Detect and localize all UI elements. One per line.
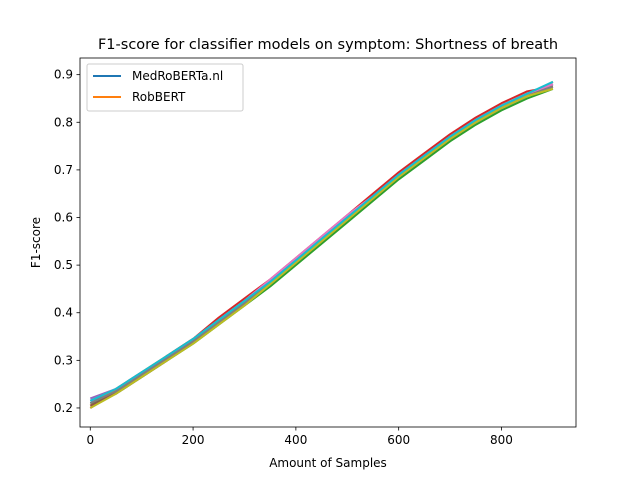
- series-line-9: [89, 80, 554, 402]
- y-tick-label: 0.6: [54, 211, 73, 225]
- y-tick-label: 0.2: [54, 401, 73, 415]
- y-tick-label: 0.5: [54, 258, 73, 272]
- legend-label-medrobertanl: MedRoBERTa.nl: [132, 69, 223, 83]
- x-tick-label: 800: [490, 433, 513, 447]
- x-tick-label: 600: [387, 433, 410, 447]
- y-tick-label: 0.9: [54, 68, 73, 82]
- series-line-8: [89, 87, 554, 409]
- legend-box: [86, 63, 244, 112]
- x-tick-label: 400: [284, 433, 307, 447]
- plot-frame: [79, 57, 577, 428]
- y-axis-title: F1-score: [29, 217, 43, 268]
- legend: MedRoBERTa.nl RobBERT: [86, 63, 244, 112]
- legend-label-robbert: RobBERT: [132, 90, 186, 104]
- chart-title: F1-score for classifier models on sympto…: [98, 37, 558, 53]
- x-tick-label: 0: [86, 433, 94, 447]
- x-tick-label: 200: [182, 433, 205, 447]
- y-tick-label: 0.8: [54, 115, 73, 129]
- y-tick-label: 0.7: [54, 163, 73, 177]
- tick-layer: 0 200 400 600 800 0.2 0.3 0.4 0.5 0.6 0.7 0.8 0.9: [54, 68, 513, 447]
- y-tick-label: 0.4: [54, 306, 73, 320]
- x-axis-title: Amount of Samples: [269, 456, 387, 470]
- series-layer: [89, 80, 554, 409]
- y-tick-label: 0.3: [54, 353, 73, 367]
